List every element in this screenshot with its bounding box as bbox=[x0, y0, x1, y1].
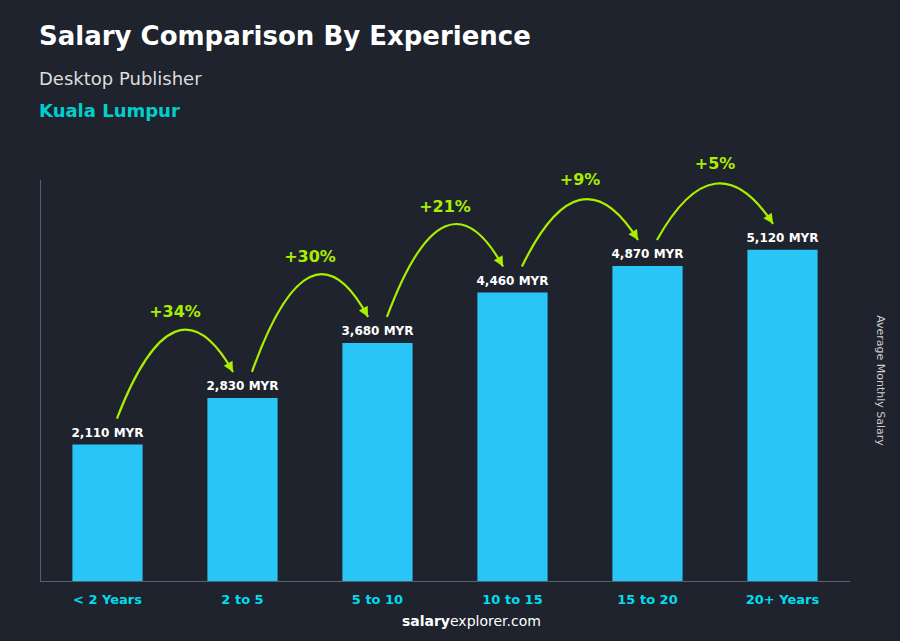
svg-text:Salary Comparison By Experienc: Salary Comparison By Experience bbox=[39, 21, 531, 51]
svg-text:2 to 5: 2 to 5 bbox=[221, 592, 263, 607]
svg-text:4,460 MYR: 4,460 MYR bbox=[476, 274, 548, 288]
svg-text:4,870 MYR: 4,870 MYR bbox=[611, 247, 683, 261]
svg-text:20+ Years: 20+ Years bbox=[746, 592, 820, 607]
svg-text:explorer.com: explorer.com bbox=[450, 613, 541, 629]
svg-text:salary: salary bbox=[402, 613, 450, 629]
svg-text:3,680 MYR: 3,680 MYR bbox=[341, 324, 413, 338]
svg-text:Desktop Publisher: Desktop Publisher bbox=[39, 68, 202, 89]
svg-text:10 to 15: 10 to 15 bbox=[482, 592, 542, 607]
svg-text:+30%: +30% bbox=[284, 247, 336, 266]
svg-text:5,120 MYR: 5,120 MYR bbox=[746, 231, 818, 245]
svg-text:+9%: +9% bbox=[560, 170, 601, 189]
svg-text:Average Monthly Salary: Average Monthly Salary bbox=[874, 315, 887, 446]
svg-text:< 2 Years: < 2 Years bbox=[73, 592, 142, 607]
svg-text:5 to 10: 5 to 10 bbox=[352, 592, 403, 607]
svg-text:+5%: +5% bbox=[695, 154, 736, 173]
svg-text:+34%: +34% bbox=[149, 302, 201, 321]
svg-text:2,110 MYR: 2,110 MYR bbox=[71, 426, 143, 440]
svg-text:2,830 MYR: 2,830 MYR bbox=[206, 379, 278, 393]
svg-text:+21%: +21% bbox=[419, 197, 471, 216]
svg-text:15 to 20: 15 to 20 bbox=[617, 592, 677, 607]
svg-text:Kuala Lumpur: Kuala Lumpur bbox=[39, 100, 180, 121]
